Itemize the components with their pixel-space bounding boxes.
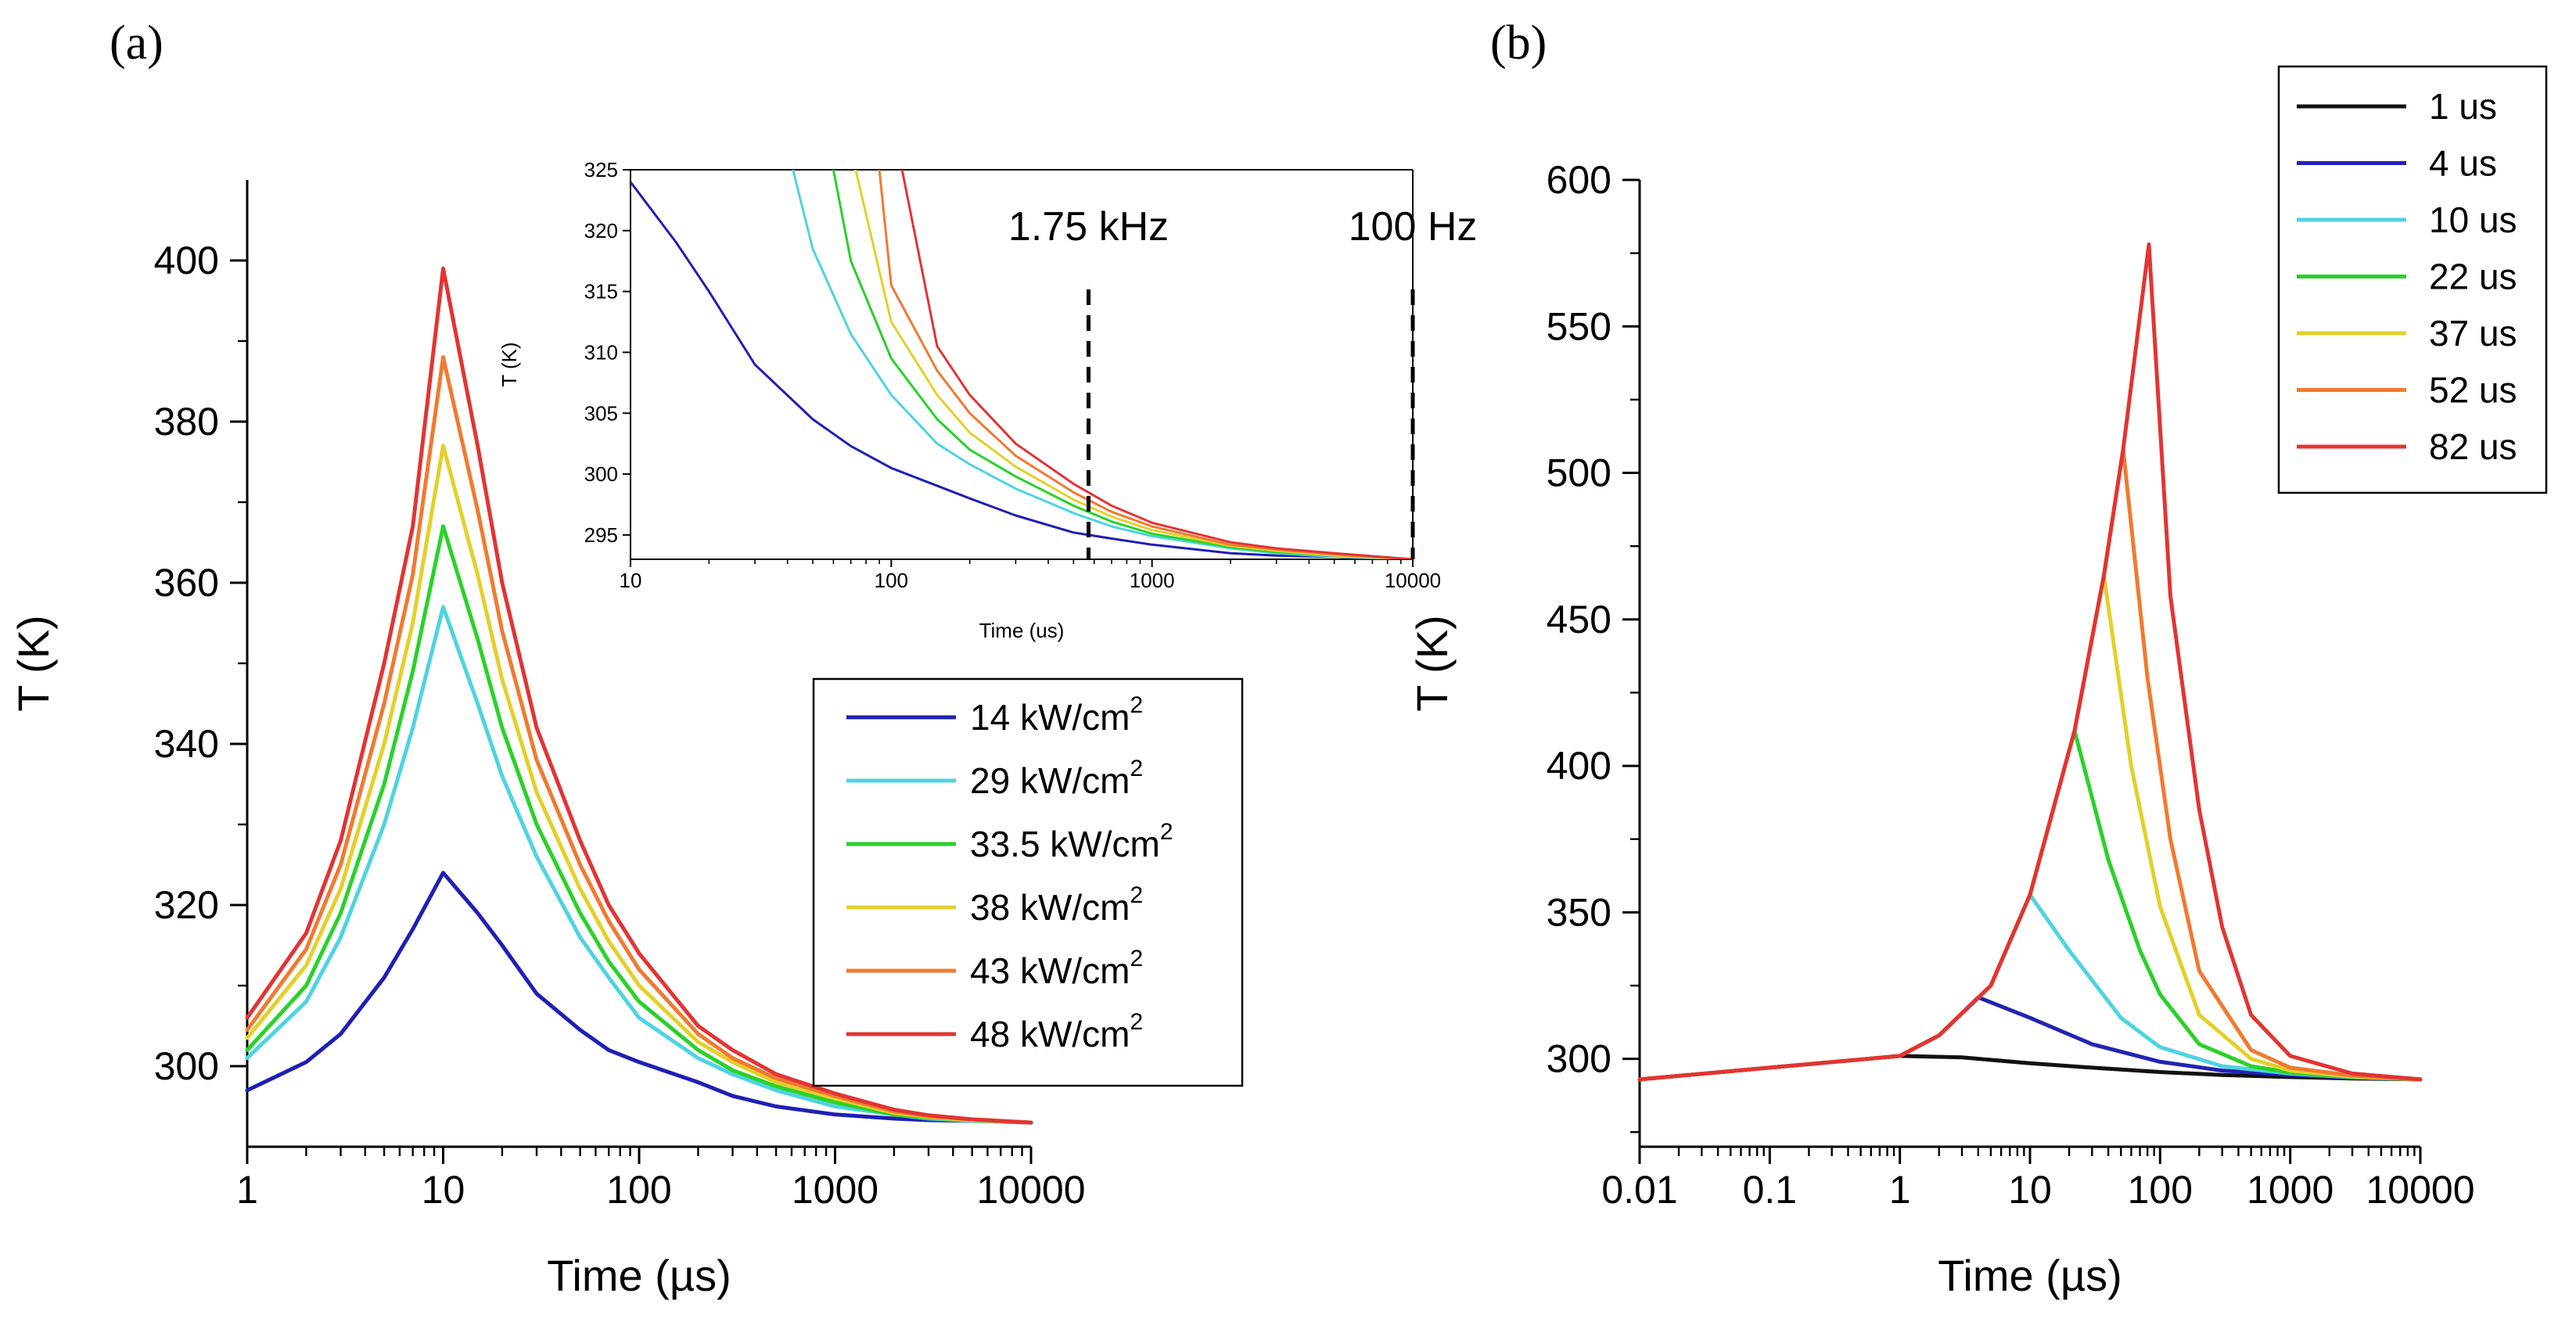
- panel-b-chart: 0.01 0.1 1 10 100 1000 10000 300 350 400 450 500 550…: [1407, 65, 2548, 1300]
- panel-a-legend-label-1-sup: 2: [1130, 756, 1143, 781]
- panel-b-x-tick-label: 10: [2008, 1168, 2052, 1212]
- inset-y-tick-label: 320: [584, 219, 618, 242]
- panel-a-legend-label-2: 33.5 kW/cm2: [970, 819, 1173, 864]
- panel-a-legend-label-0-base: 14 kW/cm: [970, 697, 1130, 738]
- inset-annotation-label-0: 1.75 kHz: [1008, 204, 1169, 250]
- panel-a-y-tick-label: 360: [154, 561, 219, 605]
- panel-a-y-axis-title: T (K): [9, 615, 58, 711]
- inset-series-line-5: [900, 170, 1413, 559]
- inset-series-line-1: [792, 170, 1413, 559]
- panel-b-x-tick-label: 1: [1889, 1168, 1911, 1212]
- inset-y-tick-label: 295: [584, 523, 618, 547]
- panel-b-y-tick-label: 300: [1547, 1037, 1611, 1081]
- panel-a-x-tick-label: 100: [606, 1168, 671, 1212]
- inset-series-line-2: [832, 170, 1413, 559]
- panel-b-label: (b): [1490, 16, 1547, 70]
- panel-b-x-tick-label: 0.1: [1743, 1168, 1798, 1212]
- inset-plot-background: [631, 170, 1413, 559]
- panel-a-x-tick-label: 10000: [976, 1168, 1085, 1212]
- panel-b-y-tick-label: 550: [1547, 304, 1611, 348]
- panel-b-series-line-5: [1637, 447, 2423, 1082]
- inset-y-tick-label: 325: [584, 158, 618, 181]
- panel-a-legend-label-0-sup: 2: [1130, 692, 1143, 718]
- panel-a-legend-label-5-sup: 2: [1130, 1009, 1143, 1035]
- panel-a-inset-chart: 10 100 1000 10000 295 300 305 310 315 320 325 Time …: [498, 158, 1477, 642]
- panel-b-x-tick-label: 10000: [2366, 1168, 2474, 1212]
- panel-a-legend-label-4-base: 43 kW/cm: [970, 950, 1130, 991]
- inset-y-axis-title: T (K): [498, 342, 521, 386]
- panel-a-legend-label-1: 29 kW/cm2: [970, 756, 1143, 801]
- panel-a-y-tick-label: 340: [154, 722, 219, 766]
- inset-y-tick-label: 300: [584, 462, 618, 486]
- panel-b-y-tick-label: 500: [1547, 451, 1611, 495]
- panel-b-legend-label-6: 82 us: [2429, 426, 2517, 467]
- panel-a-legend-label-3: 38 kW/cm2: [970, 882, 1143, 928]
- panel-a-legend-label-5-base: 48 kW/cm: [970, 1014, 1130, 1054]
- panel-b-y-tick-label: 350: [1547, 890, 1611, 934]
- panel-b-legend: 1 us 4 us 10 us 22 us 37 us 52 us 82 us: [2277, 65, 2548, 494]
- panel-a-legend-label-2-base: 33.5 kW/cm: [970, 824, 1160, 864]
- inset-series-line-3: [854, 170, 1413, 559]
- panel-a-x-axis-title: Time (µs): [547, 1251, 731, 1300]
- panel-b-legend-label-3: 22 us: [2429, 257, 2517, 297]
- panel-a-series-line-2: [245, 524, 1033, 1125]
- inset-y-tick-label: 310: [584, 340, 618, 364]
- inset-x-axis-title: Time (us): [979, 619, 1065, 642]
- panel-a-y-tick-label: 380: [154, 400, 219, 444]
- panel-b-series-line-6: [1637, 242, 2423, 1082]
- panel-a-label: (a): [110, 16, 163, 70]
- inset-x-tick-label: 10000: [1385, 569, 1441, 592]
- panel-b-y-axis-title: T (K): [1407, 615, 1457, 711]
- panel-b-x-tick-label: 0.01: [1601, 1168, 1677, 1212]
- inset-series-line-4: [878, 170, 1413, 559]
- panel-a-legend-label-4-sup: 2: [1130, 946, 1143, 972]
- inset-series-line-0: [631, 181, 1413, 559]
- panel-b-legend-label-0: 1 us: [2429, 86, 2497, 127]
- inset-y-tick-label: 315: [584, 280, 618, 304]
- panel-b-legend-label-5: 52 us: [2429, 370, 2517, 411]
- inset-x-tick-label: 10: [620, 569, 642, 592]
- panel-a-legend-label-0: 14 kW/cm2: [970, 692, 1143, 738]
- panel-a-x-tick-label: 1000: [792, 1168, 878, 1212]
- inset-x-tick-label: 1000: [1130, 569, 1175, 592]
- panel-a-legend-label-2-sup: 2: [1160, 819, 1173, 845]
- panel-a-legend-label-4: 43 kW/cm2: [970, 946, 1143, 991]
- panel-a-series-line-5: [245, 266, 1033, 1125]
- panel-a-series-line-0: [245, 871, 1033, 1125]
- panel-b-legend-label-2: 10 us: [2429, 199, 2517, 240]
- panel-b-y-tick-label: 450: [1547, 598, 1611, 641]
- panel-a-chart: 1 10 100 1000 10000 300 320 340 360 380 400 Time (µ…: [9, 180, 1244, 1300]
- inset-annotation-label-1: 100 Hz: [1349, 204, 1478, 250]
- panel-b-series-line-3: [1637, 728, 2423, 1082]
- panel-b-series-line-2: [1637, 893, 2423, 1082]
- panel-a-legend-label-3-sup: 2: [1130, 882, 1143, 908]
- panel-b-x-axis-title: Time (µs): [1938, 1251, 2122, 1300]
- panel-a-y-tick-label: 400: [154, 239, 219, 282]
- panel-b-y-tick-label: 600: [1547, 158, 1611, 202]
- panel-b-legend-label-4: 37 us: [2429, 313, 2517, 354]
- panel-a-legend-label-3-base: 38 kW/cm: [970, 887, 1130, 928]
- panel-a-x-tick-label: 10: [422, 1168, 465, 1212]
- inset-x-tick-label: 100: [875, 569, 908, 592]
- panel-b-legend-box: [2277, 65, 2548, 494]
- panel-b-legend-label-1: 4 us: [2429, 143, 2497, 184]
- panel-a-legend-label-1-base: 29 kW/cm: [970, 760, 1130, 801]
- panel-a-y-tick-label: 300: [154, 1044, 219, 1088]
- panel-a-x-tick-label: 1: [236, 1168, 258, 1212]
- panel-b-y-tick-label: 400: [1547, 744, 1611, 788]
- panel-b-x-tick-label: 1000: [2247, 1168, 2333, 1212]
- panel-b-series-line-4: [1637, 573, 2423, 1082]
- panel-b-x-tick-label: 100: [2128, 1168, 2193, 1212]
- panel-a-legend-label-5: 48 kW/cm2: [970, 1009, 1143, 1054]
- panel-a-y-tick-label: 320: [154, 883, 219, 927]
- inset-y-tick-label: 305: [584, 401, 618, 425]
- panel-a-legend-box: [812, 677, 1244, 1087]
